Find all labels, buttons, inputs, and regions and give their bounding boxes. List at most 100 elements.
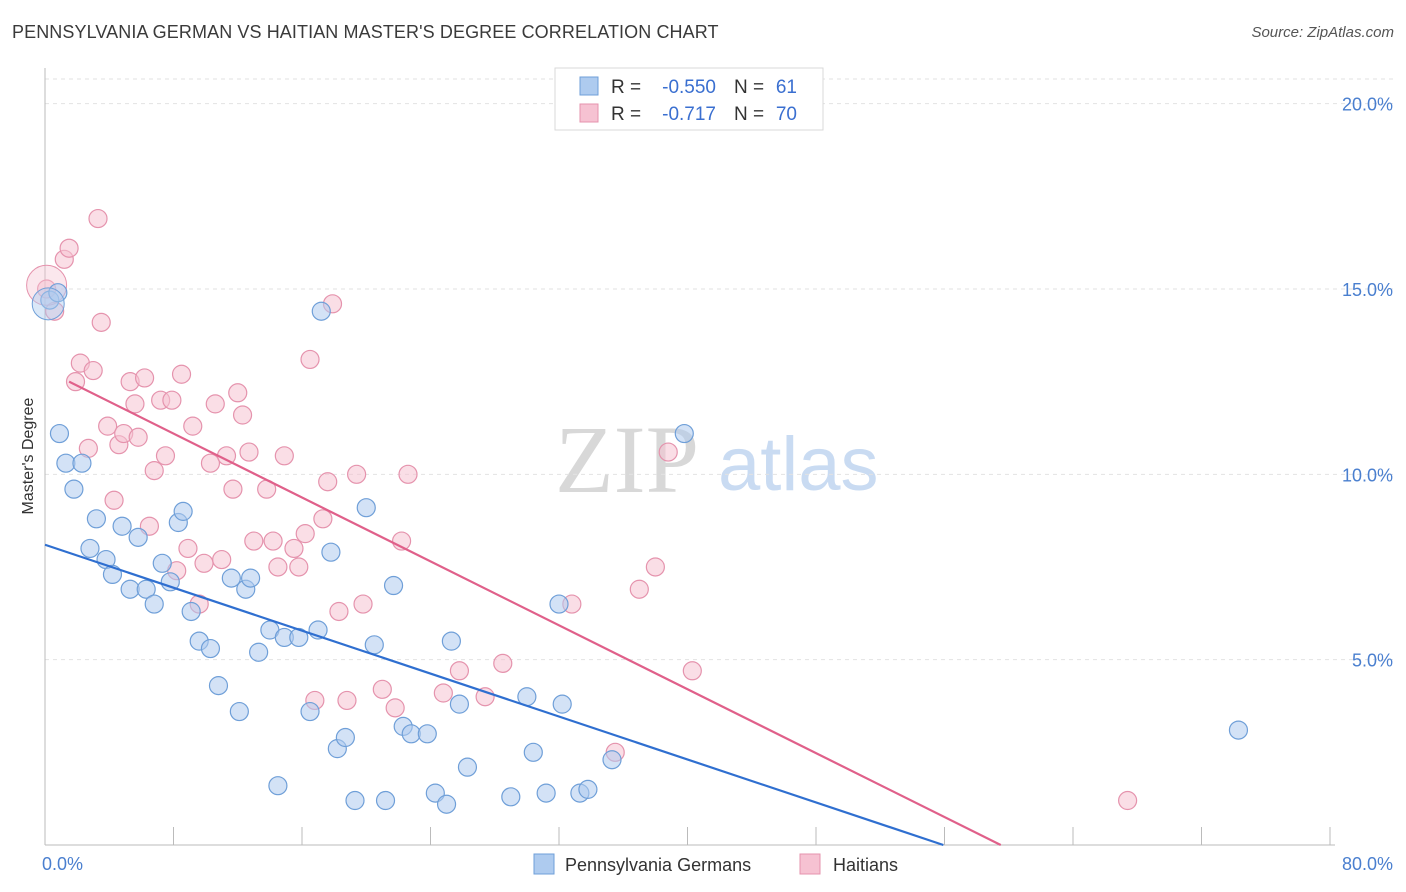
pennsylvania-germans-point-42 xyxy=(383,575,404,596)
axes xyxy=(44,68,1335,846)
haitians-point-16 xyxy=(128,427,148,447)
haitians-point-9 xyxy=(91,312,111,332)
haitians-point-57 xyxy=(398,464,418,484)
haitians-point-21 xyxy=(155,446,176,466)
pennsylvania-germans-point-35 xyxy=(321,542,341,562)
pennsylvania-germans-point-54 xyxy=(536,783,556,803)
haitians-point-54 xyxy=(372,679,392,699)
pennsylvania-germans-point-27 xyxy=(249,642,269,662)
x-ticks xyxy=(44,827,1331,845)
pennsylvania-germans-point-41 xyxy=(375,790,396,811)
bottom-legend-swatch-blue xyxy=(533,853,555,875)
pennsylvania-germans-point-39 xyxy=(356,498,376,518)
watermark-zip: ZIP xyxy=(555,406,699,513)
pennsylvania-germans-point-56 xyxy=(552,694,572,714)
trend-lines xyxy=(44,380,1002,847)
haitians-point-53 xyxy=(353,594,373,614)
pennsylvania-germans-point-22 xyxy=(208,676,229,696)
haitians-point-31 xyxy=(212,549,232,570)
legend-r-label-pink: R = xyxy=(611,104,641,125)
haitians-point-37 xyxy=(244,531,264,551)
pennsylvania-germans-point-61 xyxy=(1228,720,1249,740)
top-legend: R = -0.550 N = 61 R = -0.717 N = 70 xyxy=(554,67,824,131)
haitians-point-66 xyxy=(658,442,678,462)
pennsylvania-germans-point-10 xyxy=(112,516,132,536)
haitians-point-44 xyxy=(295,524,315,544)
pennsylvania-germans-point-47 xyxy=(436,794,457,814)
y-tick-label-10: 10.0% xyxy=(1342,465,1393,485)
trendline-haitians xyxy=(68,380,1002,846)
pennsylvania-germans-point-49 xyxy=(449,694,470,714)
haitians-point-41 xyxy=(274,446,294,466)
pennsylvania-germans-point-53 xyxy=(523,742,543,762)
haitians-point-26 xyxy=(183,416,203,436)
haitians-point-17 xyxy=(134,368,155,388)
haitians-point-43 xyxy=(289,557,309,577)
pennsylvania-germans-points xyxy=(31,283,1249,814)
haitians-point-45 xyxy=(300,349,320,370)
haitians-point-29 xyxy=(200,453,221,473)
bottom-legend: Pennsylvania Germans Haitians xyxy=(533,853,898,875)
pennsylvania-germans-point-37 xyxy=(335,727,355,748)
y-tick-labels: 5.0% 10.0% 15.0% 20.0% xyxy=(1342,95,1393,671)
y-tick-label-15: 15.0% xyxy=(1342,280,1393,300)
haitians-point-28 xyxy=(194,553,214,573)
haitians-point-36 xyxy=(239,442,259,462)
haitians-point-8 xyxy=(88,208,108,229)
trendline-pennsylvania-germans xyxy=(44,543,944,847)
haitians-point-65 xyxy=(645,557,665,577)
watermark-atlas: atlas xyxy=(718,422,879,507)
pennsylvania-germans-point-2 xyxy=(49,423,70,444)
pennsylvania-germans-point-large xyxy=(31,287,65,321)
y-tick-label-5: 5.0% xyxy=(1352,651,1393,671)
pennsylvania-germans-point-34 xyxy=(311,301,331,321)
haitians-point-48 xyxy=(318,472,338,492)
x-tick-label-min: 0.0% xyxy=(42,854,83,874)
x-tick-label-max: 80.0% xyxy=(1342,854,1393,874)
haitians-point-58 xyxy=(433,683,453,703)
haitians-point-30 xyxy=(205,394,225,414)
haitians-point-52 xyxy=(347,464,367,484)
y-tick-label-20: 20.0% xyxy=(1342,95,1393,115)
haitians-point-64 xyxy=(629,579,649,599)
pennsylvania-germans-point-26 xyxy=(241,568,261,588)
haitians-point-61 xyxy=(493,653,513,673)
bottom-legend-label-pink: Haitians xyxy=(833,855,898,875)
haitians-point-59 xyxy=(449,661,470,681)
pennsylvania-germans-point-44 xyxy=(401,724,421,744)
pennsylvania-germans-point-40 xyxy=(364,635,384,655)
pennsylvania-germans-point-24 xyxy=(229,701,249,722)
pennsylvania-germans-point-14 xyxy=(144,594,164,614)
pennsylvania-germans-point-6 xyxy=(80,538,100,559)
legend-r-value-pink: -0.717 xyxy=(662,104,716,125)
haitians-point-24 xyxy=(171,364,192,384)
legend-r-value-blue: -0.550 xyxy=(662,77,716,98)
legend-r-label-blue: R = xyxy=(611,77,641,98)
bottom-legend-swatch-pink xyxy=(799,853,821,875)
chart-title: PENNSYLVANIA GERMAN VS HAITIAN MASTER'S … xyxy=(12,22,719,42)
haitians-point-50 xyxy=(329,601,349,622)
haitians-point-40 xyxy=(268,557,288,577)
legend-n-label-pink: N = xyxy=(734,104,764,125)
pennsylvania-germans-point-23 xyxy=(221,568,241,588)
haitians-point-33 xyxy=(223,479,243,499)
haitians-point-47 xyxy=(313,509,333,529)
pennsylvania-germans-point-7 xyxy=(86,509,107,529)
pennsylvania-germans-point-21 xyxy=(200,638,221,659)
pennsylvania-germans-point-18 xyxy=(173,501,193,521)
pennsylvania-germans-point-48 xyxy=(441,631,461,651)
haitians-point-25 xyxy=(178,538,198,559)
haitians-point-15 xyxy=(125,394,145,414)
legend-n-value-pink: 70 xyxy=(776,104,797,125)
pennsylvania-germans-point-16 xyxy=(160,572,180,592)
pennsylvania-germans-point-32 xyxy=(300,701,320,722)
haitians-point-34 xyxy=(228,383,248,403)
haitians-point-39 xyxy=(263,531,283,551)
haitians-point-11 xyxy=(104,490,124,510)
pennsylvania-germans-point-58 xyxy=(578,779,598,799)
pennsylvania-germans-point-15 xyxy=(152,553,172,573)
haitians-point-67 xyxy=(682,661,702,681)
y-axis-title: Master's Degree xyxy=(20,397,37,514)
haitians-point-68 xyxy=(1118,790,1138,811)
pennsylvania-germans-point-45 xyxy=(417,724,437,744)
